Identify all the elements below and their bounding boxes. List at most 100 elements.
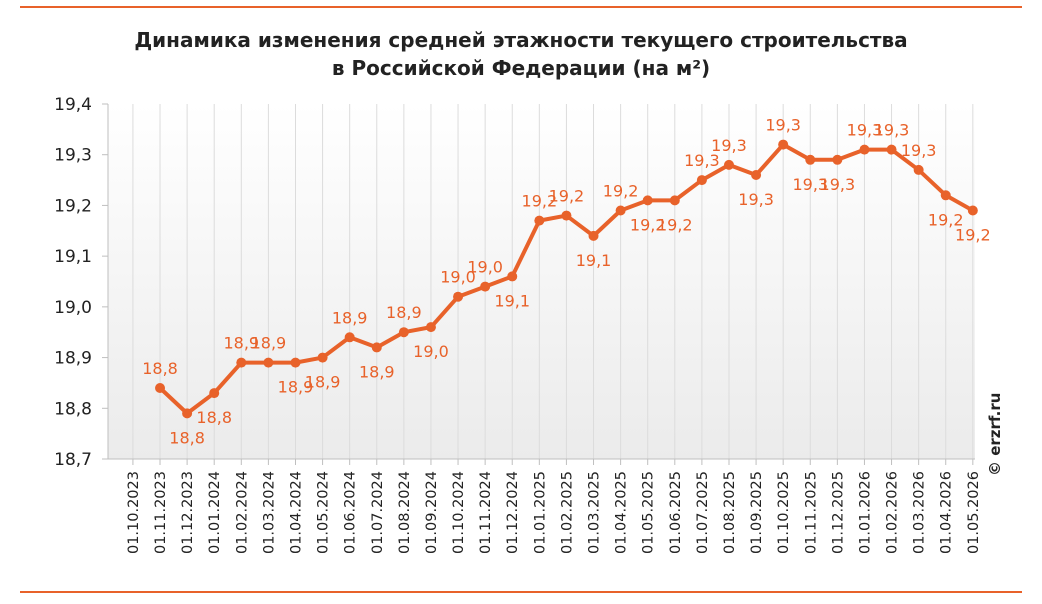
data-label: 18,8 [142,359,178,378]
x-tick-label: 01.05.2026 [966,471,982,554]
data-label: 19,2 [928,210,964,229]
data-label: 19,3 [874,121,910,140]
x-tick-label: 01.04.2026 [939,471,955,554]
data-point [317,352,328,363]
data-point [588,230,599,241]
data-label: 19,3 [820,175,856,194]
x-tick-label: 01.12.2023 [180,471,196,554]
x-tick-label: 01.05.2024 [316,471,332,554]
data-point [669,195,680,206]
y-tick-label: 18,8 [54,399,92,419]
data-label: 19,3 [901,141,937,160]
data-point [561,210,572,221]
x-tick-label: 01.01.2025 [532,471,548,554]
data-label: 19,2 [549,187,585,206]
data-label: 18,9 [251,334,287,353]
data-point [778,139,789,150]
data-point [344,332,355,343]
data-point [534,215,545,226]
data-point [642,195,653,206]
data-point [615,205,626,216]
x-tick-label: 01.02.2026 [885,471,901,554]
data-label: 19,3 [684,151,720,170]
data-label: 18,9 [278,378,314,397]
x-tick-label: 01.07.2024 [370,471,386,554]
data-label: 18,9 [332,308,368,327]
y-tick-label: 19,1 [54,247,92,267]
data-label: 19,3 [792,175,828,194]
top-rule [20,6,1022,8]
data-point [398,327,409,338]
data-label: 18,9 [359,362,395,381]
data-point [507,271,518,282]
data-point [805,154,816,165]
x-tick-label: 01.06.2024 [343,471,359,554]
data-label: 18,8 [196,408,232,427]
data-point [913,164,924,175]
x-tick-label: 01.08.2024 [397,471,413,554]
data-point [236,357,247,368]
x-tick-label: 01.03.2024 [261,471,277,554]
data-point [453,291,464,302]
x-tick-label: 01.08.2025 [722,471,738,554]
data-label: 18,9 [386,303,422,322]
x-tick-label: 01.04.2025 [614,471,630,554]
data-label: 19,0 [413,342,449,361]
data-point [886,144,897,155]
x-tick-label: 01.12.2024 [505,471,521,554]
data-label: 19,2 [522,192,558,211]
data-label: 19,2 [630,215,666,234]
data-point [940,190,951,201]
x-tick-label: 01.11.2023 [153,471,169,554]
x-tick-label: 01.01.2026 [857,471,873,554]
data-point [263,357,274,368]
data-label: 19,2 [603,182,639,201]
x-tick-label: 01.09.2024 [424,471,440,554]
x-tick-label: 01.02.2024 [234,471,250,554]
data-point [182,408,193,419]
data-point [723,159,734,170]
data-point [480,281,491,292]
x-tick-label: 01.01.2024 [207,471,223,554]
y-tick-label: 18,7 [54,450,92,470]
x-tick-label: 01.07.2025 [695,471,711,554]
data-label: 19,0 [440,268,476,287]
data-label: 19,2 [955,226,991,245]
x-tick-label: 01.09.2025 [749,471,765,554]
x-tick-label: 01.10.2024 [451,471,467,554]
x-tick-label: 01.12.2025 [830,471,846,554]
data-point [859,144,870,155]
data-label: 19,1 [576,251,612,270]
x-tick-label: 01.02.2025 [559,471,575,554]
data-label: 19,3 [738,190,774,209]
data-label: 19,2 [657,215,693,234]
data-label: 19,3 [847,121,883,140]
data-label: 18,9 [223,334,259,353]
data-point [290,357,301,368]
data-point [371,342,382,353]
data-point [751,170,762,180]
x-tick-label: 01.10.2025 [776,471,792,554]
x-tick-label: 01.11.2024 [478,471,494,554]
x-tick-label: 01.06.2025 [668,471,684,554]
data-point [155,383,166,393]
y-tick-label: 19,3 [54,146,92,166]
chart-title-line2: в Российской Федерации (на м²) [331,56,711,80]
data-label: 19,3 [711,136,747,155]
chart-title-line1: Динамика изменения средней этажности тек… [134,28,908,52]
data-point [425,322,436,333]
y-tick-label: 19,2 [54,196,92,216]
x-tick-label: 01.10.2023 [126,471,142,554]
x-tick-label: 01.03.2025 [587,471,603,554]
chart-title: Динамика изменения средней этажности тек… [0,26,1042,82]
x-tick-label: 01.05.2025 [641,471,657,554]
data-point [832,154,843,165]
y-tick-label: 19,0 [54,298,92,318]
data-point [696,175,707,186]
data-label: 18,9 [305,373,341,392]
plot-area [108,104,975,459]
x-tick-label: 01.04.2024 [288,471,304,554]
y-tick-label: 18,9 [54,349,92,369]
x-tick-label: 01.11.2025 [803,471,819,554]
